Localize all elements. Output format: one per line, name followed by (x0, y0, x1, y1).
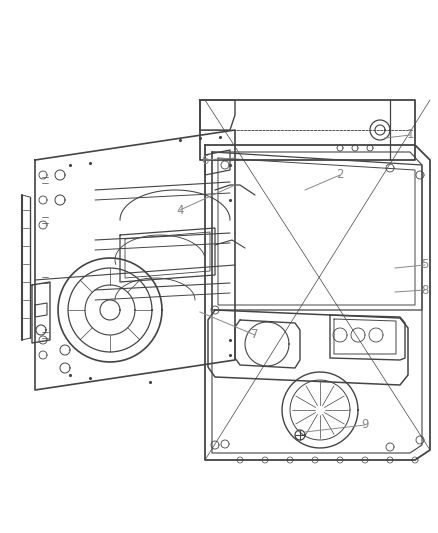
Text: 6: 6 (201, 154, 209, 166)
Text: 5: 5 (421, 259, 429, 271)
Text: 9: 9 (361, 418, 369, 432)
Text: 7: 7 (251, 328, 259, 342)
Text: 2: 2 (336, 168, 344, 182)
Text: 4: 4 (176, 204, 184, 216)
Text: 1: 1 (406, 128, 414, 141)
Text: 8: 8 (421, 284, 429, 296)
